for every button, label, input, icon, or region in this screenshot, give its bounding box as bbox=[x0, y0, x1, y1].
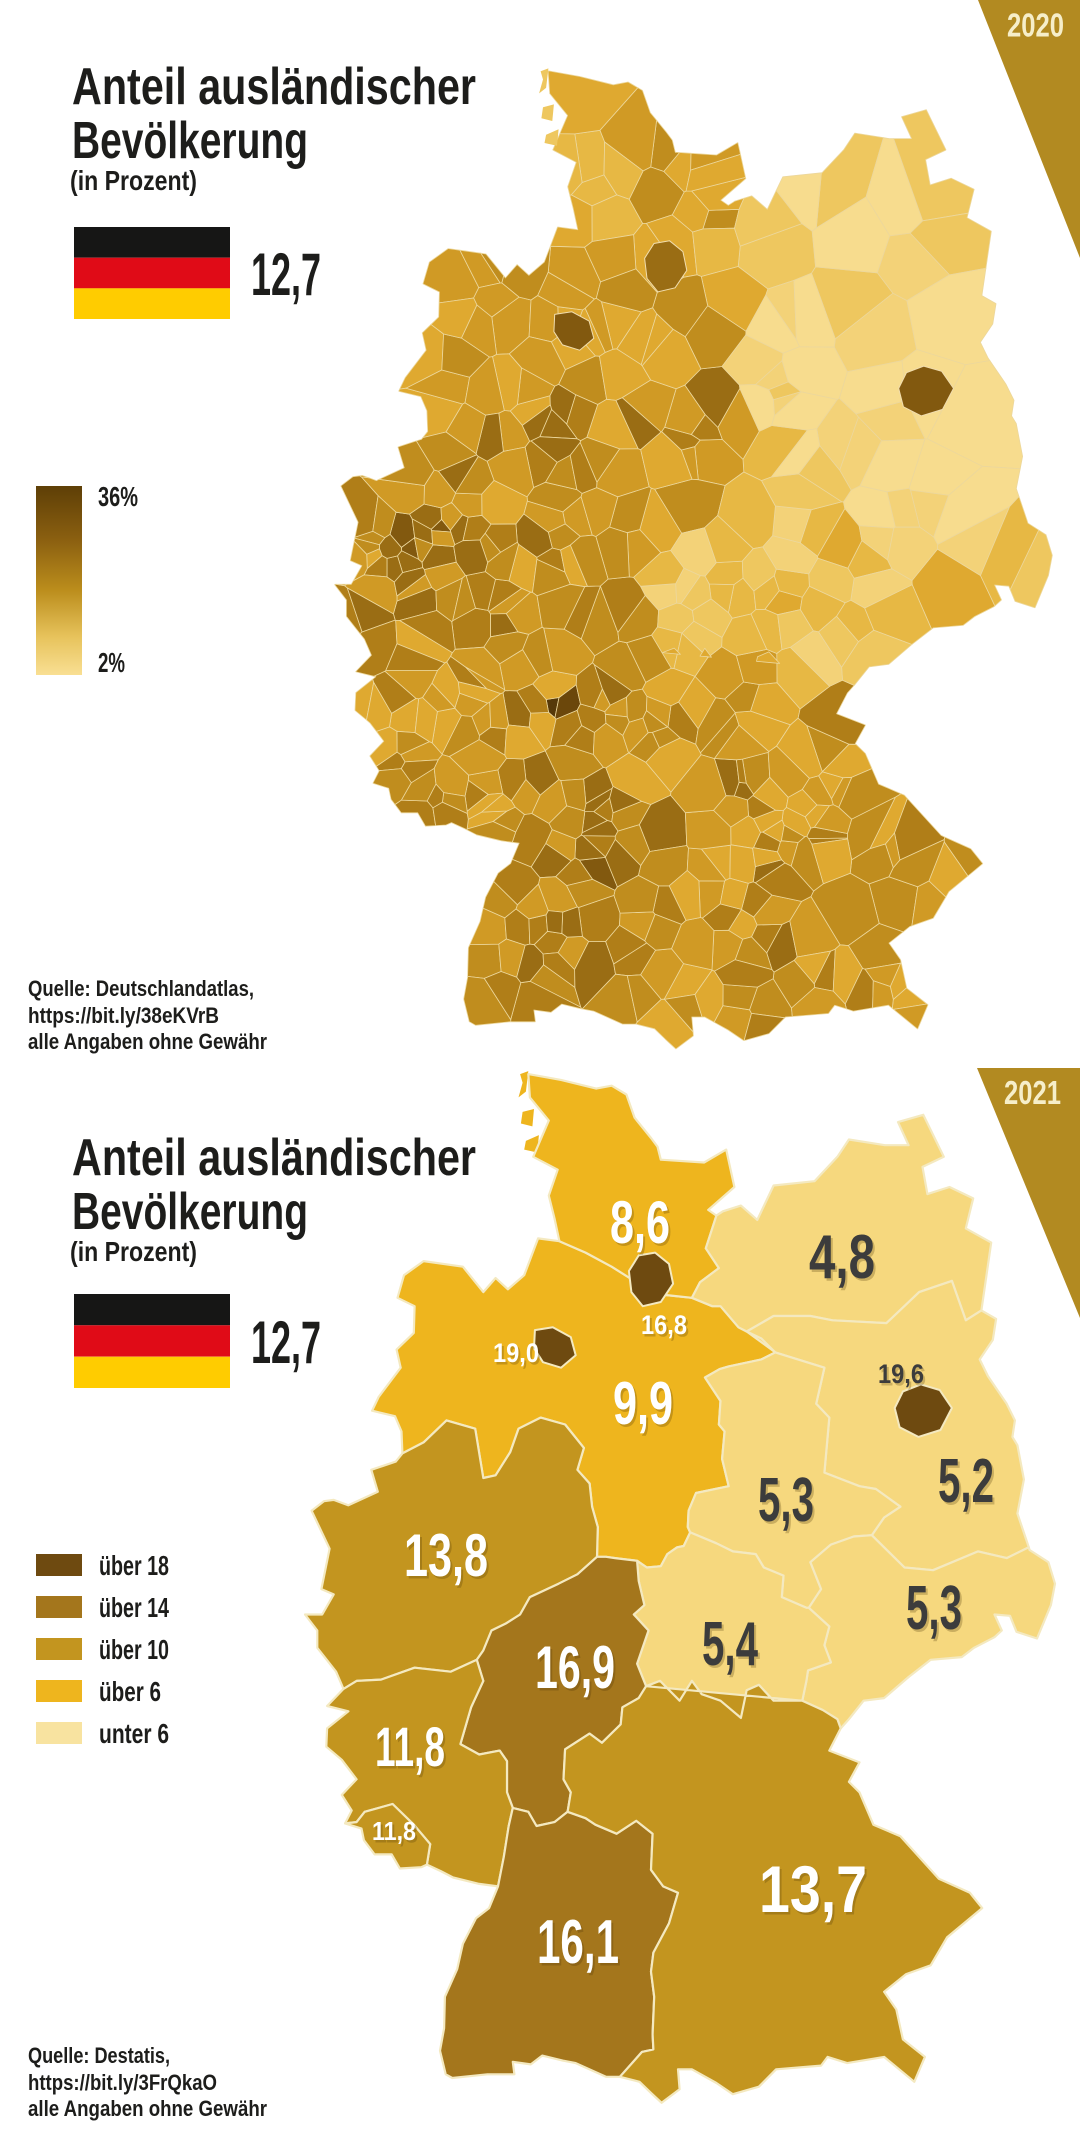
svg-text:Anteil ausländischer: Anteil ausländischer bbox=[72, 58, 476, 116]
svg-text:5,3: 5,3 bbox=[760, 1469, 816, 1538]
svg-text:19,0: 19,0 bbox=[493, 1338, 539, 1368]
svg-text:(in Prozent): (in Prozent) bbox=[70, 1236, 197, 1267]
svg-text:9,9: 9,9 bbox=[615, 1373, 675, 1440]
svg-text:über 18: über 18 bbox=[99, 1550, 169, 1581]
svg-text:2021: 2021 bbox=[1004, 1074, 1061, 1111]
svg-text:13,8: 13,8 bbox=[404, 1522, 488, 1589]
svg-text:5,3: 5,3 bbox=[758, 1466, 814, 1535]
svg-text:2%: 2% bbox=[98, 647, 125, 678]
svg-text:12,7: 12,7 bbox=[251, 241, 321, 308]
svg-text:2020: 2020 bbox=[1007, 7, 1064, 44]
svg-text:19,6: 19,6 bbox=[878, 1359, 924, 1389]
svg-text:Anteil ausländischer: Anteil ausländischer bbox=[72, 1129, 476, 1187]
svg-text:(in Prozent): (in Prozent) bbox=[70, 165, 197, 196]
svg-text:8,6: 8,6 bbox=[612, 1192, 672, 1259]
svg-text:5,2: 5,2 bbox=[938, 1447, 994, 1516]
svg-text:5,3: 5,3 bbox=[906, 1574, 962, 1643]
svg-text:16,1: 16,1 bbox=[537, 1908, 619, 1977]
svg-text:5,4: 5,4 bbox=[702, 1610, 758, 1679]
svg-text:alle Angaben ohne Gewähr: alle Angaben ohne Gewähr bbox=[28, 1029, 267, 1054]
svg-text:11,8: 11,8 bbox=[374, 1819, 418, 1849]
svg-text:12,7: 12,7 bbox=[251, 1309, 321, 1376]
svg-text:unter 6: unter 6 bbox=[99, 1718, 169, 1749]
svg-text:11,8: 11,8 bbox=[372, 1816, 416, 1846]
svg-text:11,8: 11,8 bbox=[377, 1718, 447, 1781]
svg-text:https://bit.ly/38eKVrB: https://bit.ly/38eKVrB bbox=[28, 1003, 219, 1028]
svg-text:5,2: 5,2 bbox=[940, 1450, 996, 1519]
svg-text:16,9: 16,9 bbox=[535, 1634, 615, 1701]
svg-text:alle Angaben ohne Gewähr: alle Angaben ohne Gewähr bbox=[28, 2096, 267, 2121]
svg-text:11,8: 11,8 bbox=[375, 1715, 445, 1778]
svg-text:9,9: 9,9 bbox=[613, 1370, 673, 1437]
svg-text:8,6: 8,6 bbox=[610, 1189, 670, 1256]
svg-text:4,8: 4,8 bbox=[811, 1226, 877, 1295]
svg-text:19,6: 19,6 bbox=[880, 1362, 926, 1392]
svg-text:16,1: 16,1 bbox=[539, 1911, 621, 1980]
svg-text:über 10: über 10 bbox=[99, 1634, 169, 1665]
svg-text:16,9: 16,9 bbox=[537, 1637, 617, 1704]
svg-text:5,3: 5,3 bbox=[908, 1577, 964, 1646]
svg-text:13,8: 13,8 bbox=[406, 1525, 490, 1592]
svg-text:https://bit.ly/3FrQkaO: https://bit.ly/3FrQkaO bbox=[28, 2070, 217, 2095]
svg-text:4,8: 4,8 bbox=[809, 1223, 875, 1292]
svg-text:16,8: 16,8 bbox=[643, 1313, 689, 1343]
svg-text:19,0: 19,0 bbox=[495, 1341, 541, 1371]
svg-text:Quelle: Deutschlandatlas,: Quelle: Deutschlandatlas, bbox=[28, 976, 254, 1001]
svg-text:16,8: 16,8 bbox=[641, 1310, 687, 1340]
svg-text:Bevölkerung: Bevölkerung bbox=[72, 112, 308, 170]
svg-text:36%: 36% bbox=[98, 481, 138, 512]
svg-text:über 6: über 6 bbox=[99, 1676, 161, 1707]
svg-text:über 14: über 14 bbox=[99, 1592, 169, 1623]
svg-text:Quelle: Destatis,: Quelle: Destatis, bbox=[28, 2043, 170, 2068]
svg-text:13,7: 13,7 bbox=[761, 1855, 869, 1929]
svg-text:13,7: 13,7 bbox=[759, 1852, 867, 1926]
svg-text:Bevölkerung: Bevölkerung bbox=[72, 1183, 308, 1241]
svg-text:5,4: 5,4 bbox=[704, 1613, 760, 1682]
